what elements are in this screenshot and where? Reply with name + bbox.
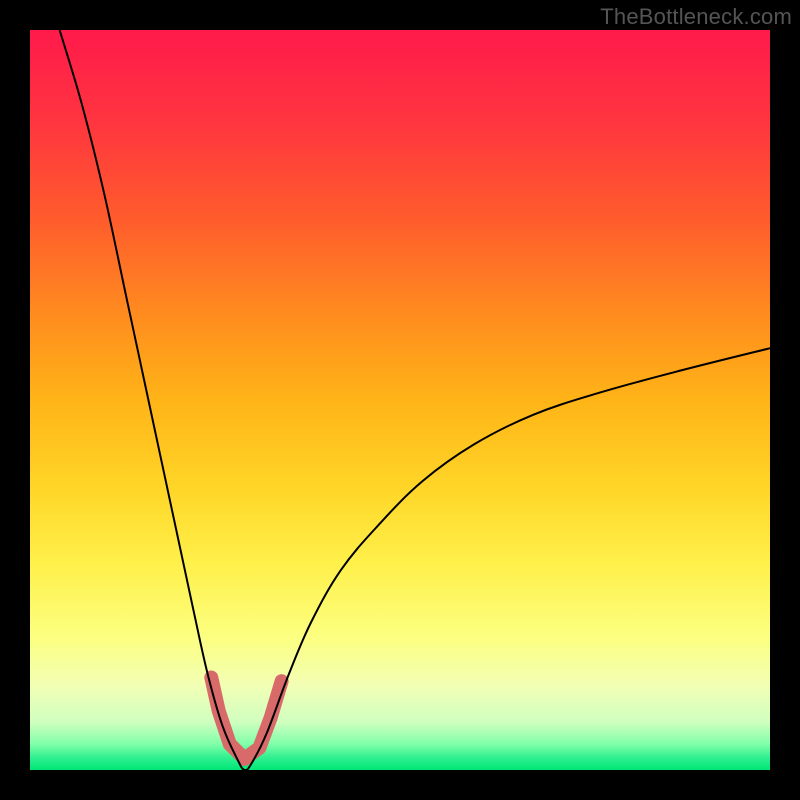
chart-frame: TheBottleneck.com <box>0 0 800 800</box>
watermark-text: TheBottleneck.com <box>600 4 792 30</box>
plot-area <box>30 30 770 770</box>
plot-svg <box>30 30 770 770</box>
chart-background <box>30 30 770 770</box>
